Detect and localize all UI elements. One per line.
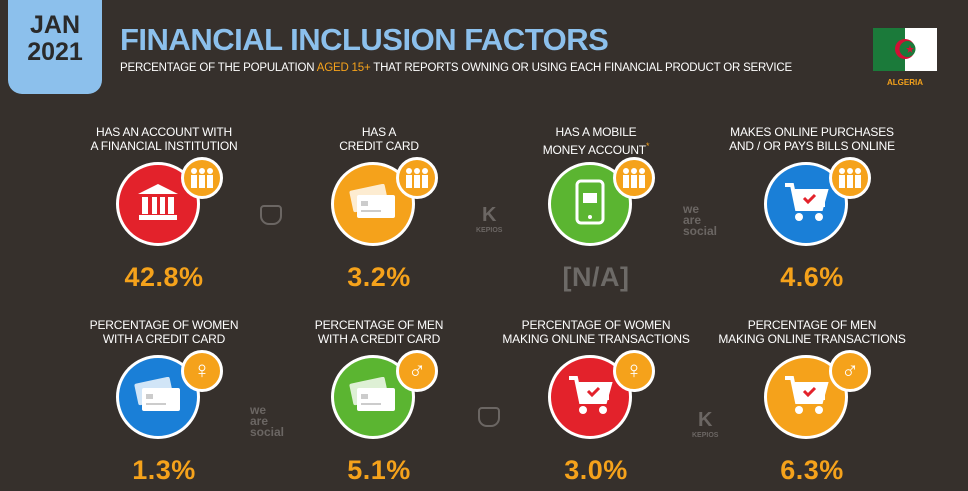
label-line: MONEY ACCOUNT — [542, 143, 646, 157]
bank-icon — [136, 182, 180, 227]
page-title: FINANCIAL INCLUSION FACTORS — [120, 22, 609, 57]
subtitle-highlight: AGED 15+ — [316, 62, 371, 74]
label-line: HAS A — [361, 125, 397, 139]
factor-icon-circle: ♂ — [331, 350, 438, 439]
factor-value: [N/A] — [562, 262, 630, 292]
factor-label: HAS A CREDIT CARD — [274, 125, 484, 155]
label-line: WITH A CREDIT CARD — [317, 332, 441, 346]
female-icon: ♀ — [613, 350, 655, 392]
male-icon: ♂ — [829, 350, 871, 392]
factor-icon-circle — [548, 157, 655, 246]
factor-label: PERCENTAGE OF WOMEN MAKING ONLINE TRANSAC… — [491, 318, 701, 348]
hootsuite-owl-watermark — [260, 205, 282, 225]
mobile-money-icon — [575, 179, 605, 230]
factor-icon-circle — [116, 157, 223, 246]
factor-label: MAKES ONLINE PURCHASES AND / OR PAYS BILL… — [707, 125, 917, 155]
people-icon — [181, 157, 223, 199]
we-are-social-watermark: we are social — [683, 202, 718, 238]
factor-card: HAS AN ACCOUNT WITH A FINANCIAL INSTITUTI… — [59, 125, 269, 293]
factor-value: 5.1% — [347, 455, 411, 485]
hootsuite-owl-watermark — [478, 407, 500, 427]
date-month: JAN — [29, 11, 80, 39]
credit-card-icon — [349, 183, 397, 225]
algeria-flag-icon — [873, 28, 937, 71]
footnote-marker: * — [645, 141, 650, 151]
factor-card: PERCENTAGE OF MEN WITH A CREDIT CARD ♂ 5.… — [274, 318, 484, 486]
factor-card: PERCENTAGE OF MEN MAKING ONLINE TRANSACTI… — [707, 318, 917, 486]
date-badge: JAN 2021 — [8, 0, 102, 94]
factor-value: 1.3% — [132, 455, 196, 485]
label-line: PERCENTAGE OF MEN — [747, 318, 877, 332]
factor-value: 3.2% — [347, 262, 411, 292]
label-line: CREDIT CARD — [339, 139, 419, 153]
factor-label: PERCENTAGE OF MEN MAKING ONLINE TRANSACTI… — [707, 318, 917, 348]
subtitle-text: THAT REPORTS OWNING OR USING EACH FINANC… — [370, 62, 792, 74]
factor-card: MAKES ONLINE PURCHASES AND / OR PAYS BILL… — [707, 125, 917, 293]
people-icon — [613, 157, 655, 199]
credit-card-icon — [134, 376, 182, 418]
factor-icon-circle: ♂ — [764, 350, 871, 439]
shopping-cart-icon — [567, 374, 613, 421]
people-icon — [396, 157, 438, 199]
date-year: 2021 — [27, 38, 83, 66]
label-line: PERCENTAGE OF MEN — [314, 318, 444, 332]
factor-label: PERCENTAGE OF WOMEN WITH A CREDIT CARD — [59, 318, 269, 348]
factor-value: 6.3% — [780, 455, 844, 485]
factor-label: HAS A MOBILE MONEY ACCOUNT* — [491, 125, 701, 157]
factor-value: 4.6% — [780, 262, 844, 292]
factor-icon-circle: ♀ — [548, 350, 655, 439]
credit-card-icon — [349, 376, 397, 418]
label-line: AND / OR PAYS BILLS ONLINE — [729, 139, 895, 153]
label-line: WITH A CREDIT CARD — [102, 332, 226, 346]
label-line: HAS AN ACCOUNT WITH — [96, 125, 232, 139]
label-line: PERCENTAGE OF WOMEN — [89, 318, 239, 332]
factor-card: PERCENTAGE OF WOMEN WITH A CREDIT CARD ♀ … — [59, 318, 269, 486]
people-icon — [829, 157, 871, 199]
kepios-watermark: K KEPIOS — [692, 409, 719, 439]
label-line: HAS A MOBILE — [555, 125, 637, 139]
label-line: A FINANCIAL INSTITUTION — [90, 139, 238, 153]
factor-icon-circle: ♀ — [116, 350, 223, 439]
male-icon: ♂ — [396, 350, 438, 392]
factor-value: 3.0% — [564, 455, 628, 485]
factor-card: HAS A MOBILE MONEY ACCOUNT* [N/A] — [491, 125, 701, 293]
female-icon: ♀ — [181, 350, 223, 392]
shopping-cart-icon — [783, 374, 829, 421]
factor-value: 42.8% — [124, 262, 204, 292]
subtitle-text: PERCENTAGE OF THE POPULATION — [120, 62, 317, 74]
page-subtitle: PERCENTAGE OF THE POPULATION AGED 15+ TH… — [120, 62, 792, 74]
label-line: PERCENTAGE OF WOMEN — [521, 318, 671, 332]
country-label: ALGERIA — [887, 78, 923, 87]
label-line: MAKING ONLINE TRANSACTIONS — [502, 332, 690, 346]
shopping-cart-icon — [783, 181, 829, 228]
factor-label: PERCENTAGE OF MEN WITH A CREDIT CARD — [274, 318, 484, 348]
factor-label: HAS AN ACCOUNT WITH A FINANCIAL INSTITUTI… — [59, 125, 269, 155]
factor-card: PERCENTAGE OF WOMEN MAKING ONLINE TRANSAC… — [491, 318, 701, 486]
factor-card: HAS A CREDIT CARD 3.2% — [274, 125, 484, 293]
kepios-watermark: K KEPIOS — [476, 204, 503, 234]
factor-icon-circle — [331, 157, 438, 246]
factor-icon-circle — [764, 157, 871, 246]
label-line: MAKES ONLINE PURCHASES — [730, 125, 894, 139]
we-are-social-watermark: we are social — [250, 403, 285, 439]
label-line: MAKING ONLINE TRANSACTIONS — [718, 332, 906, 346]
